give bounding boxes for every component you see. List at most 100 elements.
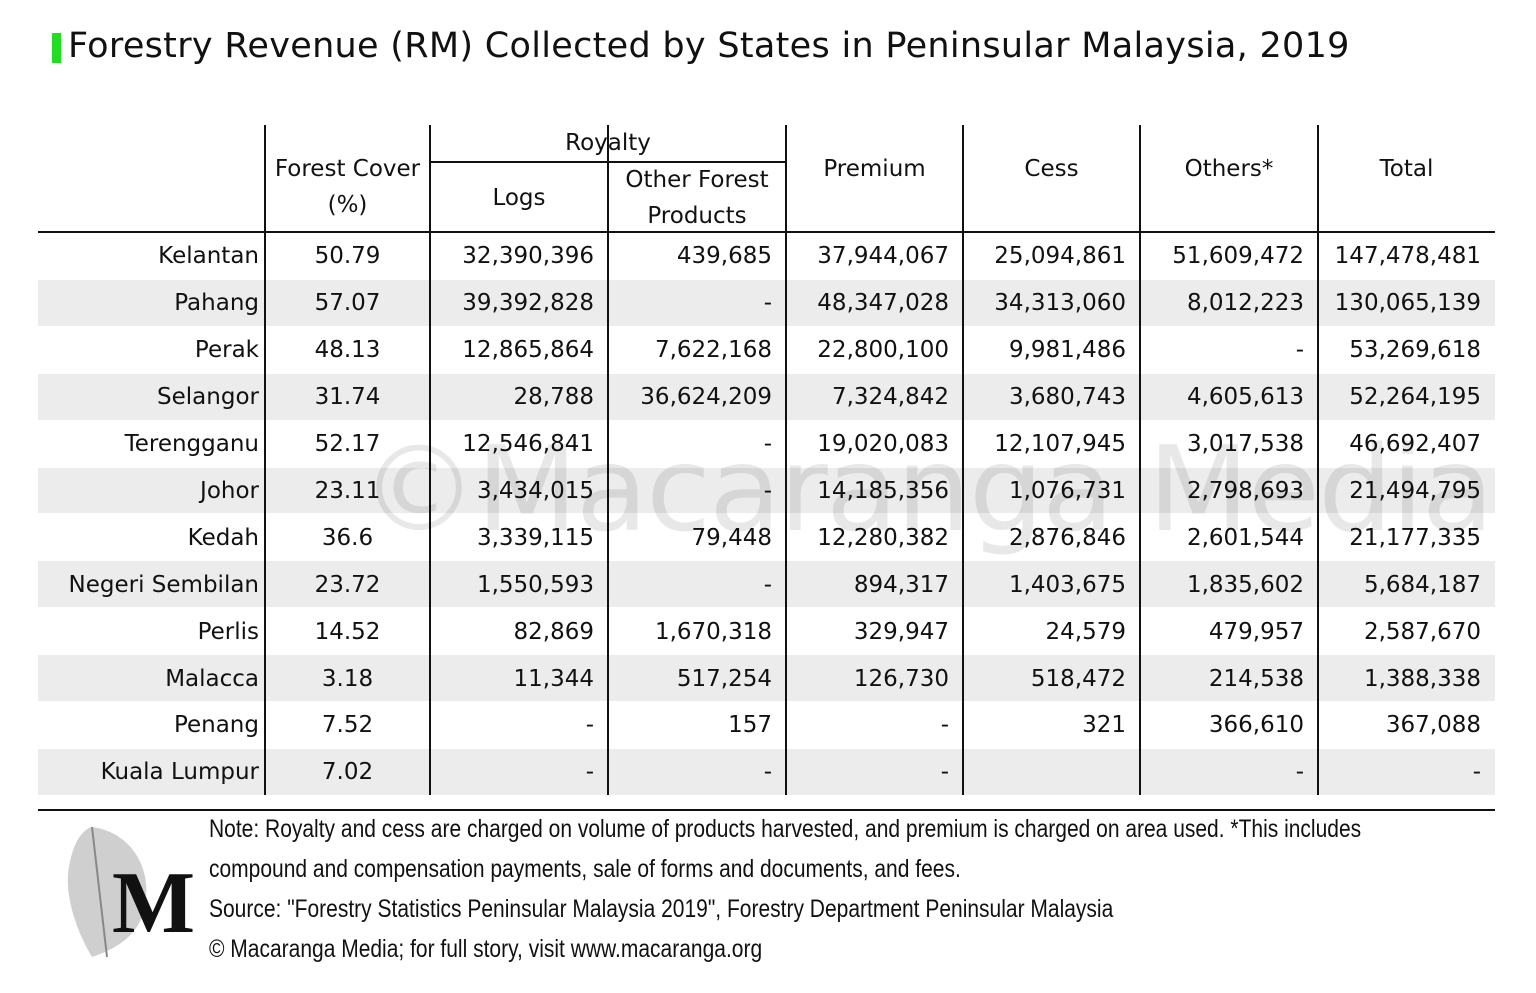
table-cell: 37,944,067: [817, 243, 949, 270]
table-cell: 23.72: [314, 571, 381, 598]
column-header: Forest Cover (%): [274, 155, 421, 218]
table-cell: 1,550,593: [476, 571, 594, 598]
column-divider: [264, 125, 266, 795]
group-divider: [430, 161, 786, 163]
column-header: Other Forest Products: [625, 166, 769, 229]
table-cell: -: [763, 431, 772, 458]
row-shade: [38, 279, 1495, 326]
table-cell: -: [763, 759, 772, 786]
table-cell: 53,269,618: [1349, 337, 1481, 364]
table-cell: 46,692,407: [1349, 431, 1481, 458]
table-cell: 147,478,481: [1334, 243, 1481, 270]
table-cell: 36.6: [321, 524, 374, 551]
table-cell: 52,264,195: [1349, 384, 1481, 411]
table-cell: 14,185,356: [817, 477, 949, 504]
table-cell: 7.02: [321, 759, 374, 786]
table-cell: 25,094,861: [994, 243, 1126, 270]
row-label: Kedah: [187, 524, 259, 551]
row-shade: [38, 561, 1495, 608]
table-cell: 894,317: [853, 571, 949, 598]
table-cell: 14.52: [314, 618, 381, 645]
table-cell: 3,339,115: [476, 524, 594, 551]
table-bottom: [38, 809, 1495, 811]
row-shade: [38, 655, 1495, 701]
table-cell: 479,957: [1208, 618, 1304, 645]
table-cell: 21,177,335: [1349, 524, 1481, 551]
footer-note: compound and compensation payments, sale…: [209, 855, 961, 883]
table-cell: 12,546,841: [462, 431, 594, 458]
table-cell: 1,835,602: [1186, 571, 1304, 598]
table-cell: 79,448: [691, 524, 772, 551]
table-cell: 7,324,842: [831, 384, 949, 411]
table-cell: 214,538: [1208, 665, 1304, 692]
row-label: Johor: [200, 477, 259, 504]
row-label: Selangor: [157, 384, 259, 411]
table-cell: 24,579: [1045, 618, 1126, 645]
table-cell: 12,107,945: [994, 431, 1126, 458]
row-label: Penang: [173, 712, 259, 739]
table-cell: 39,392,828: [462, 290, 594, 317]
table-cell: 48,347,028: [817, 290, 949, 317]
table-cell: 2,798,693: [1186, 477, 1304, 504]
table-cell: 439,685: [676, 243, 772, 270]
table-cell: 157: [728, 712, 772, 739]
table-cell: 82,869: [513, 618, 594, 645]
table-cell: 52.17: [314, 431, 381, 458]
row-label: Pahang: [174, 290, 259, 317]
table-cell: -: [1295, 759, 1304, 786]
table-cell: 1,076,731: [1008, 477, 1126, 504]
column-header: Premium: [823, 155, 926, 182]
row-label: Negeri Sembilan: [68, 571, 259, 598]
table-cell: 518,472: [1030, 665, 1126, 692]
table-cell: 23.11: [314, 477, 381, 504]
table-cell: 126,730: [853, 665, 949, 692]
table-cell: -: [1295, 337, 1304, 364]
table-cell: 2,587,670: [1363, 618, 1481, 645]
logo: M: [112, 855, 196, 952]
table-cell: 517,254: [676, 665, 772, 692]
table-cell: 11,344: [513, 665, 594, 692]
table-cell: 12,280,382: [817, 524, 949, 551]
column-divider: [962, 125, 964, 795]
table-cell: 1,670,318: [654, 618, 772, 645]
table-cell: 130,065,139: [1334, 290, 1481, 317]
row-label: Perlis: [197, 618, 259, 645]
column-divider: [785, 125, 787, 795]
table-cell: -: [763, 290, 772, 317]
row-label: Malacca: [165, 665, 259, 692]
column-divider: [429, 125, 431, 795]
table-cell: -: [585, 712, 594, 739]
table-cell: 1,388,338: [1363, 665, 1481, 692]
table-cell: -: [940, 712, 949, 739]
table-cell: 34,313,060: [994, 290, 1126, 317]
footer-credit: © Macaranga Media; for full story, visit…: [209, 935, 763, 963]
column-header: Total: [1379, 155, 1434, 182]
table-cell: 8,012,223: [1186, 290, 1304, 317]
table-cell: 5,684,187: [1363, 571, 1481, 598]
header-divider: [38, 231, 1495, 233]
footer-note: Note: Royalty and cess are charged on vo…: [209, 815, 1362, 843]
table-cell: 2,876,846: [1008, 524, 1126, 551]
table-cell: -: [585, 759, 594, 786]
table-cell: 9,981,486: [1008, 337, 1126, 364]
title: Forestry Revenue (RM) Collected by State…: [68, 26, 1350, 66]
column-header: Others*: [1184, 155, 1274, 182]
table-cell: 2,601,544: [1186, 524, 1304, 551]
table-cell: 3.18: [321, 665, 374, 692]
column-divider: [1317, 125, 1319, 795]
table-cell: 31.74: [314, 384, 381, 411]
column-divider: [1139, 125, 1141, 795]
row-label: Kelantan: [158, 243, 259, 270]
table-cell: 7,622,168: [654, 337, 772, 364]
table-cell: [963, 749, 1140, 796]
table-cell: 3,680,743: [1008, 384, 1126, 411]
row-shade: [38, 373, 1495, 420]
table-cell: -: [940, 759, 949, 786]
table-cell: 32,390,396: [462, 243, 594, 270]
table-cell: 321: [1082, 712, 1126, 739]
logo-leaf: [67, 826, 147, 958]
row-shade: [38, 467, 1495, 514]
table-cell: 50.79: [314, 243, 381, 270]
